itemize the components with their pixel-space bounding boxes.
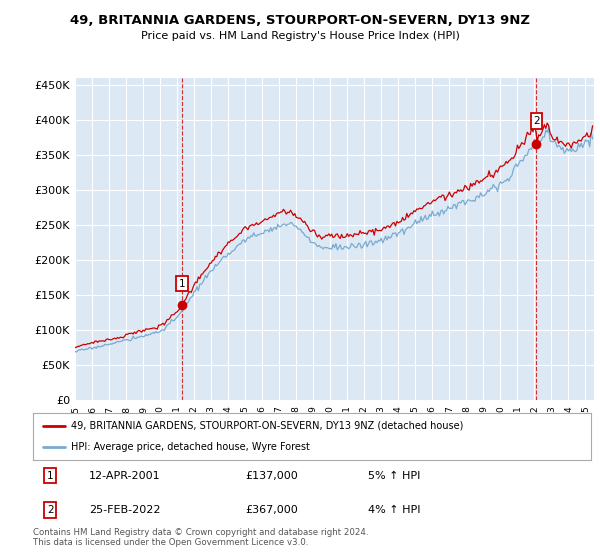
Text: 4% ↑ HPI: 4% ↑ HPI [368, 505, 421, 515]
Text: HPI: Average price, detached house, Wyre Forest: HPI: Average price, detached house, Wyre… [71, 442, 310, 452]
Text: 49, BRITANNIA GARDENS, STOURPORT-ON-SEVERN, DY13 9NZ (detached house): 49, BRITANNIA GARDENS, STOURPORT-ON-SEVE… [71, 421, 463, 431]
Text: 1: 1 [178, 278, 185, 288]
Text: 2: 2 [47, 505, 53, 515]
Text: 2: 2 [533, 116, 540, 126]
Text: £137,000: £137,000 [245, 470, 298, 480]
Text: 1: 1 [47, 470, 53, 480]
Text: 25-FEB-2022: 25-FEB-2022 [89, 505, 160, 515]
Text: Price paid vs. HM Land Registry's House Price Index (HPI): Price paid vs. HM Land Registry's House … [140, 31, 460, 41]
Text: 12-APR-2001: 12-APR-2001 [89, 470, 160, 480]
Text: £367,000: £367,000 [245, 505, 298, 515]
Text: 49, BRITANNIA GARDENS, STOURPORT-ON-SEVERN, DY13 9NZ: 49, BRITANNIA GARDENS, STOURPORT-ON-SEVE… [70, 14, 530, 27]
Text: 5% ↑ HPI: 5% ↑ HPI [368, 470, 420, 480]
Text: Contains HM Land Registry data © Crown copyright and database right 2024.
This d: Contains HM Land Registry data © Crown c… [33, 528, 368, 547]
